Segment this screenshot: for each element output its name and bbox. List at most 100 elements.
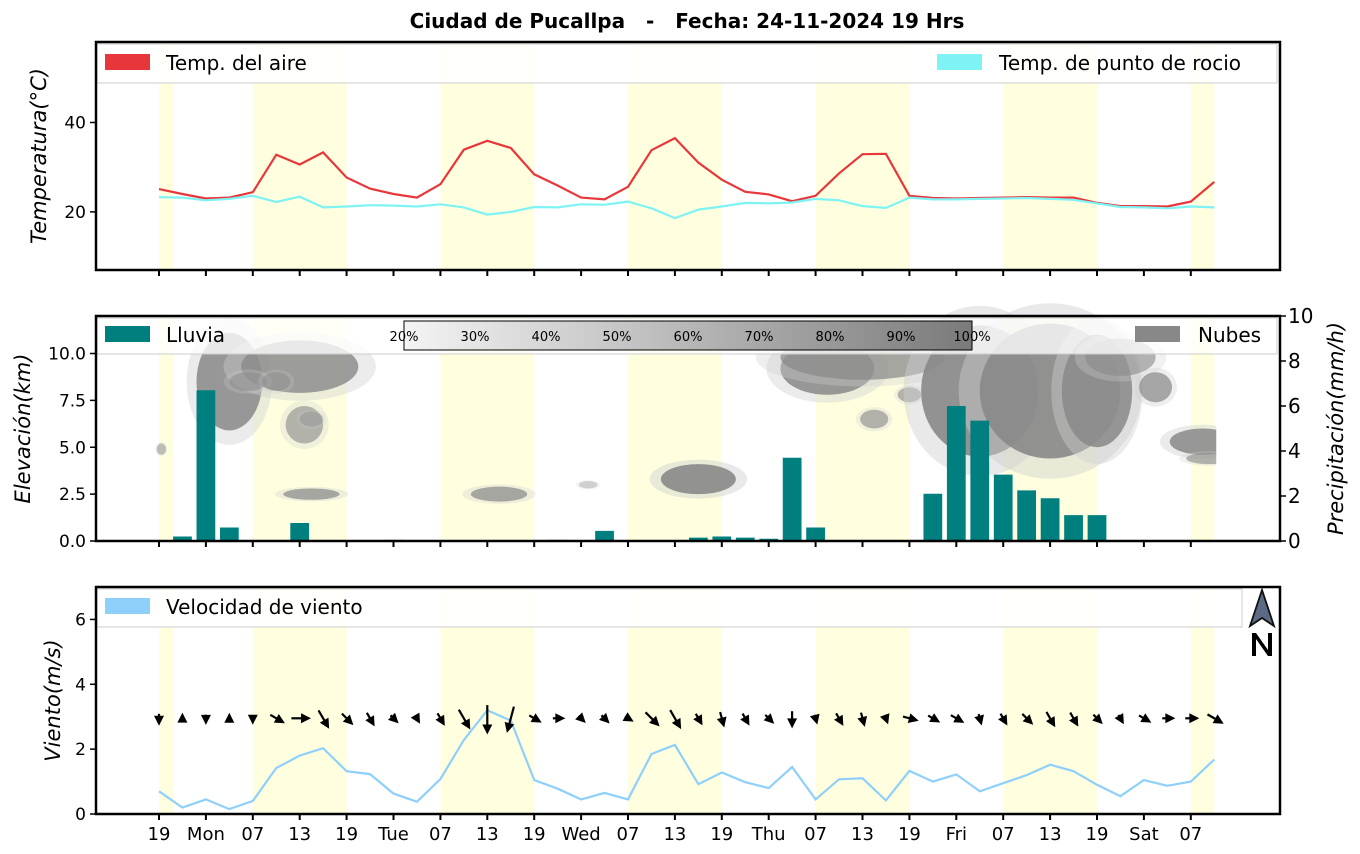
rain-bar — [196, 390, 216, 541]
wind-arrow — [787, 711, 798, 729]
x-tick-label: Sat — [1129, 824, 1159, 845]
cloud-area — [470, 486, 528, 502]
wind-arrow — [1206, 713, 1224, 724]
wind-arrow — [528, 713, 542, 723]
temperature-frame — [94, 40, 1282, 272]
cloud-halo — [257, 369, 295, 394]
wind-arrow — [1045, 711, 1056, 728]
rain-bar — [595, 530, 614, 541]
rain-bar — [1064, 515, 1083, 541]
cloud-halo — [296, 409, 327, 429]
wind-arrow — [200, 714, 211, 725]
daytime-band — [1190, 587, 1215, 814]
wind-arrow — [740, 713, 750, 726]
y2-tick-label: 6 — [1288, 394, 1301, 418]
wind-arrow — [269, 713, 285, 724]
y-tick-label: 0.0 — [59, 532, 86, 552]
x-tick-label: 19 — [335, 824, 358, 845]
x-tick-label: Thu — [751, 824, 786, 845]
y2-tick-label: 8 — [1288, 349, 1301, 373]
y-tick-label: 0 — [75, 805, 86, 825]
y-tick-label: 6 — [75, 610, 86, 630]
x-tick-label: 07 — [1179, 824, 1202, 845]
legend-label-clouds: Nubes — [1198, 323, 1261, 347]
wind-arrow — [435, 712, 445, 726]
x-tick-label: 07 — [241, 824, 264, 845]
y-tick-label: 5.0 — [59, 438, 86, 458]
rain-bar — [173, 536, 192, 541]
colorbar-label: 30% — [461, 330, 490, 345]
y-tick-label: 40 — [64, 113, 86, 133]
x-tick-label: 19 — [710, 824, 733, 845]
x-tick-label: 07 — [429, 824, 452, 845]
daytime-band — [159, 587, 174, 814]
rain-bar — [946, 406, 966, 541]
wind-arrow — [224, 712, 235, 723]
cloud-area — [299, 411, 324, 427]
wind-arrow — [365, 712, 375, 727]
legend-label-wind: Velocidad de viento — [166, 595, 363, 619]
wind-arrow — [644, 711, 660, 727]
x-tick-label: 13 — [476, 824, 499, 845]
chart-title: Ciudad de Pucallpa - Fecha: 24-11-2024 1… — [410, 9, 965, 33]
wind-speed-line — [158, 708, 1216, 811]
wind-arrow — [1162, 713, 1176, 724]
wind-arrow — [834, 712, 844, 726]
legend-swatch-clouds — [1135, 326, 1180, 342]
rain-bar — [735, 537, 755, 541]
x-tick-label: 07 — [804, 824, 827, 845]
rain-bar — [782, 457, 802, 541]
wind-arrow — [291, 713, 312, 724]
x-tick-label: Wed — [561, 824, 600, 845]
wind-arrow — [927, 713, 941, 723]
colorbar-label: 70% — [745, 330, 774, 345]
wind-arrow — [902, 713, 919, 724]
x-tick-label: 13 — [288, 824, 311, 845]
wind-arrow — [1138, 713, 1152, 723]
y-tick-label: 4 — [75, 675, 86, 695]
cloud-area — [156, 443, 167, 455]
x-tick-label: Tue — [377, 824, 409, 845]
elevation-axis-label: Elevación(km) — [11, 354, 35, 504]
wind-arrow — [482, 705, 493, 735]
cloud-halo — [575, 479, 601, 490]
daytime-band — [159, 42, 174, 270]
legend-swatch-dew-point — [937, 54, 982, 70]
legend-label-dew-point: Temp. de punto de rocio — [998, 51, 1241, 75]
rain-bar — [970, 420, 990, 541]
rain-bar — [219, 527, 239, 541]
rain-bar — [290, 523, 310, 541]
rain-bar — [923, 493, 943, 541]
y-tick-label: 2.5 — [59, 485, 86, 505]
wind-arrow — [387, 712, 399, 724]
y2-tick-label: 2 — [1288, 484, 1301, 508]
wind-arrow — [693, 713, 703, 726]
x-tick-label: 13 — [1039, 824, 1062, 845]
wind-legend — [96, 588, 1243, 628]
wind-panel: 0 2 4 6 Viento(m/s) Velocidad de viento — [41, 585, 1282, 825]
colorbar-label: 40% — [532, 330, 561, 345]
x-tick-label: 13 — [663, 824, 686, 845]
precipitation-frame — [94, 314, 1282, 543]
legend-label-rain: Lluvia — [166, 323, 225, 347]
precipitation-panel: 0.0 2.5 5.0 7.5 10.0 0 2 4 6 8 10 Elevación(km) Prec… — [11, 303, 1348, 553]
wind-axis-label: Viento(m/s) — [41, 639, 65, 761]
cloud-area — [285, 406, 324, 444]
wind-arrow — [575, 712, 586, 723]
daytime-band — [1190, 42, 1215, 270]
y-tick-label: 10.0 — [48, 345, 86, 365]
cloud-area — [262, 372, 291, 391]
y-tick-label: 2 — [75, 740, 86, 760]
wind-frame — [94, 585, 1282, 816]
north-arrow-icon — [1248, 587, 1276, 656]
cloud-area — [1139, 372, 1173, 403]
colorbar-label: 20% — [390, 330, 419, 345]
wind-arrow — [410, 712, 421, 724]
cloud-colorbar — [403, 320, 973, 351]
wind-arrow — [154, 713, 164, 726]
wind-arrow — [998, 713, 1008, 726]
x-tick-label: 07 — [992, 824, 1015, 845]
wind-arrow — [1114, 713, 1124, 725]
wind-arrow — [974, 713, 984, 726]
legend-swatch-air-temp — [105, 54, 150, 70]
